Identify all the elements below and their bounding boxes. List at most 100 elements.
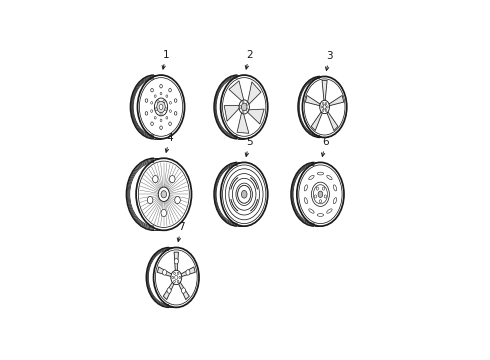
Ellipse shape <box>179 276 181 279</box>
Ellipse shape <box>169 122 171 126</box>
Text: 2: 2 <box>246 50 252 59</box>
Ellipse shape <box>317 172 323 175</box>
Polygon shape <box>305 95 320 106</box>
Ellipse shape <box>246 109 248 111</box>
Ellipse shape <box>172 276 173 279</box>
Ellipse shape <box>322 109 324 112</box>
Ellipse shape <box>147 197 153 204</box>
Ellipse shape <box>316 187 318 190</box>
Ellipse shape <box>163 100 165 103</box>
Ellipse shape <box>242 103 247 111</box>
Ellipse shape <box>177 280 179 283</box>
Ellipse shape <box>333 185 337 191</box>
Ellipse shape <box>246 103 248 105</box>
Ellipse shape <box>242 190 247 198</box>
Ellipse shape <box>154 117 156 119</box>
Ellipse shape <box>160 92 162 95</box>
Ellipse shape <box>175 275 178 279</box>
Ellipse shape <box>315 195 317 198</box>
Ellipse shape <box>175 197 180 204</box>
Ellipse shape <box>242 111 244 113</box>
Ellipse shape <box>151 89 153 92</box>
Ellipse shape <box>167 288 171 293</box>
Ellipse shape <box>159 104 163 109</box>
Ellipse shape <box>302 76 347 138</box>
Ellipse shape <box>323 105 326 109</box>
Ellipse shape <box>327 175 332 180</box>
Text: 5: 5 <box>246 137 252 147</box>
Ellipse shape <box>165 108 167 111</box>
Ellipse shape <box>325 109 327 112</box>
Ellipse shape <box>160 126 162 130</box>
Ellipse shape <box>174 99 177 102</box>
Ellipse shape <box>152 176 158 183</box>
Polygon shape <box>329 95 344 106</box>
Text: 7: 7 <box>178 222 184 232</box>
Ellipse shape <box>177 272 179 275</box>
Polygon shape <box>174 252 178 271</box>
Polygon shape <box>181 267 195 276</box>
Ellipse shape <box>181 288 186 293</box>
Ellipse shape <box>312 182 329 206</box>
Ellipse shape <box>153 247 199 307</box>
Ellipse shape <box>151 102 152 104</box>
Ellipse shape <box>151 122 153 126</box>
Text: 1: 1 <box>163 50 169 59</box>
Polygon shape <box>224 105 240 121</box>
Ellipse shape <box>170 102 172 104</box>
Ellipse shape <box>333 198 337 204</box>
Ellipse shape <box>321 106 322 108</box>
Ellipse shape <box>157 101 165 113</box>
Text: 6: 6 <box>322 137 329 147</box>
Ellipse shape <box>151 110 152 112</box>
Ellipse shape <box>304 185 308 191</box>
Ellipse shape <box>166 117 168 119</box>
Ellipse shape <box>136 158 192 230</box>
Ellipse shape <box>186 270 190 275</box>
Ellipse shape <box>154 98 168 116</box>
Polygon shape <box>178 282 189 300</box>
Polygon shape <box>311 112 322 131</box>
Ellipse shape <box>138 75 185 139</box>
Ellipse shape <box>238 185 251 203</box>
Ellipse shape <box>145 112 148 115</box>
Ellipse shape <box>158 187 170 202</box>
Ellipse shape <box>322 103 324 105</box>
Polygon shape <box>322 80 327 100</box>
Polygon shape <box>247 82 261 105</box>
Ellipse shape <box>154 95 156 98</box>
Ellipse shape <box>173 280 175 283</box>
Ellipse shape <box>318 191 323 198</box>
Polygon shape <box>327 112 338 131</box>
Ellipse shape <box>239 106 241 108</box>
Polygon shape <box>237 112 249 133</box>
Ellipse shape <box>145 99 148 102</box>
Ellipse shape <box>161 210 167 217</box>
Ellipse shape <box>309 175 314 180</box>
Polygon shape <box>247 109 264 124</box>
Ellipse shape <box>304 198 308 204</box>
Text: 4: 4 <box>166 133 172 143</box>
Ellipse shape <box>319 200 321 203</box>
Ellipse shape <box>174 112 177 115</box>
Ellipse shape <box>171 270 182 285</box>
Ellipse shape <box>242 101 244 103</box>
Ellipse shape <box>327 209 332 213</box>
Ellipse shape <box>317 213 323 216</box>
Ellipse shape <box>319 100 329 114</box>
Ellipse shape <box>322 187 324 190</box>
Ellipse shape <box>169 89 171 92</box>
Ellipse shape <box>325 103 327 105</box>
Ellipse shape <box>324 195 326 198</box>
Ellipse shape <box>327 106 328 108</box>
Polygon shape <box>229 81 244 101</box>
Ellipse shape <box>163 270 167 275</box>
Ellipse shape <box>220 162 268 226</box>
Ellipse shape <box>161 191 167 198</box>
Ellipse shape <box>297 162 344 226</box>
Ellipse shape <box>220 75 268 139</box>
Ellipse shape <box>160 119 162 122</box>
Ellipse shape <box>160 85 162 88</box>
Polygon shape <box>163 282 174 300</box>
Ellipse shape <box>170 110 172 112</box>
